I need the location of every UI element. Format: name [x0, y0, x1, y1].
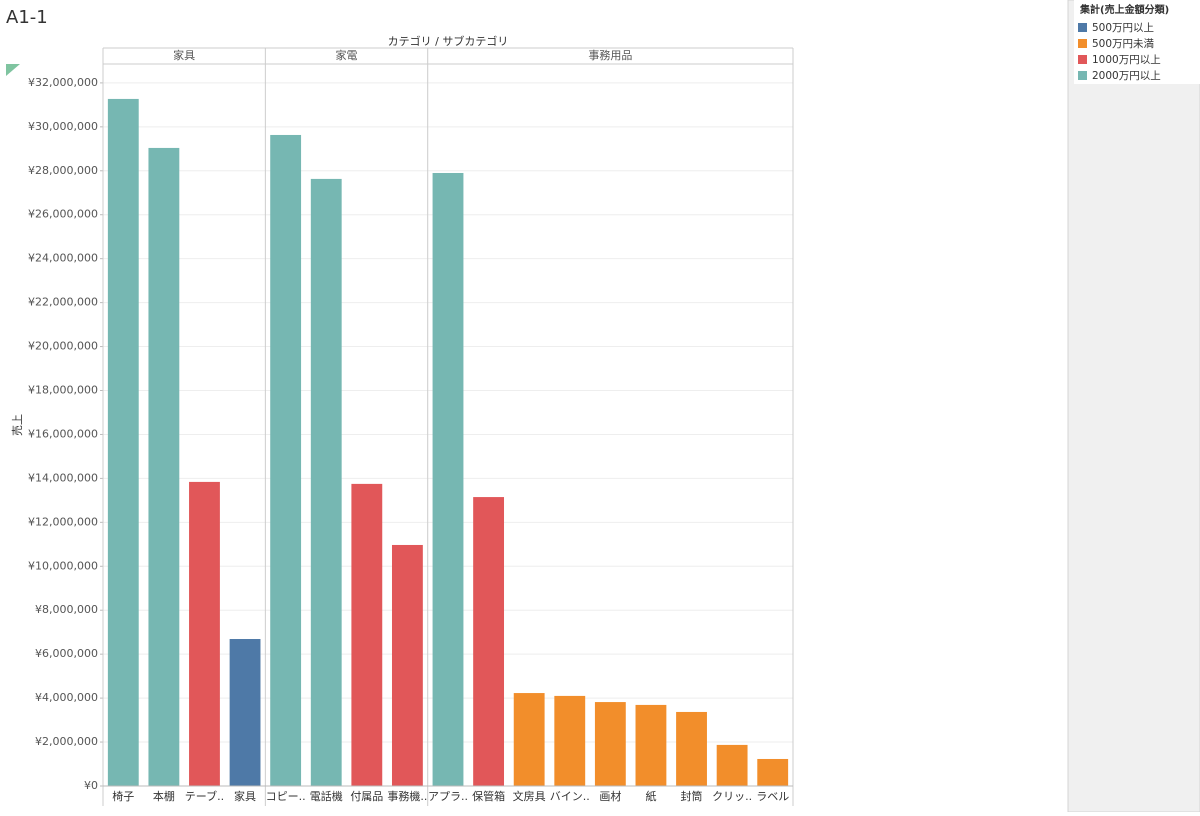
legend-label: 500万円未満	[1092, 38, 1155, 50]
legend-box	[1074, 0, 1200, 84]
bar	[716, 744, 748, 786]
bar	[229, 639, 261, 786]
bar	[351, 483, 383, 786]
x-tick-label: 付属品	[350, 790, 383, 803]
x-tick-label: 事務機..	[387, 789, 427, 803]
bar	[635, 704, 667, 786]
y-tick-label: ¥12,000,000	[28, 515, 98, 528]
legend-label: 2000万円以上	[1092, 70, 1161, 82]
y-tick-label: ¥20,000,000	[28, 340, 98, 353]
bar	[148, 147, 180, 786]
legend-swatch	[1078, 55, 1087, 64]
x-tick-label: アプラ..	[428, 790, 468, 803]
x-tick-label: 本棚	[153, 789, 175, 803]
bar	[432, 172, 464, 786]
y-tick-label: ¥8,000,000	[35, 603, 98, 616]
x-tick-label: テーブ..	[185, 789, 224, 803]
y-tick-label: ¥28,000,000	[28, 164, 98, 177]
bar	[391, 544, 423, 786]
x-tick-label: コピー..	[266, 790, 306, 803]
x-tick-label: 文房具	[513, 789, 546, 803]
x-tick-label: 画材	[599, 789, 621, 803]
x-tick-label: 紙	[645, 789, 656, 803]
bar	[513, 693, 545, 786]
x-tick-label: 封筒	[681, 789, 703, 803]
chart-title: カテゴリ / サブカテゴリ	[388, 34, 509, 48]
y-tick-label: ¥18,000,000	[28, 384, 98, 397]
legend-swatch	[1078, 23, 1087, 32]
bar	[189, 481, 220, 786]
y-tick-label: ¥6,000,000	[35, 647, 98, 660]
y-tick-label: ¥30,000,000	[28, 120, 98, 133]
bar	[270, 134, 302, 786]
group-label: 家具	[173, 48, 195, 62]
page-title: A1-1	[6, 7, 48, 28]
legend-label: 1000万円以上	[1092, 54, 1161, 66]
x-tick-label: 電話機	[310, 789, 343, 803]
y-tick-label: ¥10,000,000	[28, 559, 98, 572]
bar	[473, 497, 505, 786]
bar	[554, 695, 586, 786]
legend-swatch	[1078, 39, 1087, 48]
bar	[676, 711, 707, 786]
y-tick-label: ¥32,000,000	[28, 76, 98, 89]
y-tick-label: ¥2,000,000	[35, 735, 98, 748]
legend-title: 集計(売上金額分類)	[1079, 3, 1169, 16]
bar	[757, 758, 789, 786]
group-label: 事務用品	[588, 48, 632, 62]
corner-marker	[6, 64, 20, 76]
y-tick-label: ¥14,000,000	[28, 471, 98, 484]
group-label: 家電	[336, 48, 358, 62]
y-axis-title: 売上	[11, 414, 24, 436]
x-tick-label: クリッ..	[712, 790, 752, 803]
x-tick-label: 椅子	[112, 789, 134, 803]
x-tick-label: 保管箱	[472, 789, 505, 803]
y-tick-label: ¥22,000,000	[28, 296, 98, 309]
y-tick-label: ¥26,000,000	[28, 208, 98, 221]
x-tick-label: バイン..	[550, 790, 590, 803]
side-panel	[1067, 0, 1200, 813]
x-tick-label: 家具	[234, 789, 256, 803]
y-tick-label: ¥24,000,000	[28, 252, 98, 265]
bar	[310, 178, 342, 786]
x-tick-label: ラベル	[756, 790, 789, 803]
bar	[107, 98, 139, 786]
y-tick-label: ¥16,000,000	[28, 427, 98, 440]
legend-swatch	[1078, 71, 1087, 80]
bar	[594, 702, 626, 786]
legend-label: 500万円以上	[1092, 22, 1154, 34]
y-tick-label: ¥0	[84, 779, 98, 792]
y-tick-label: ¥4,000,000	[35, 691, 98, 704]
